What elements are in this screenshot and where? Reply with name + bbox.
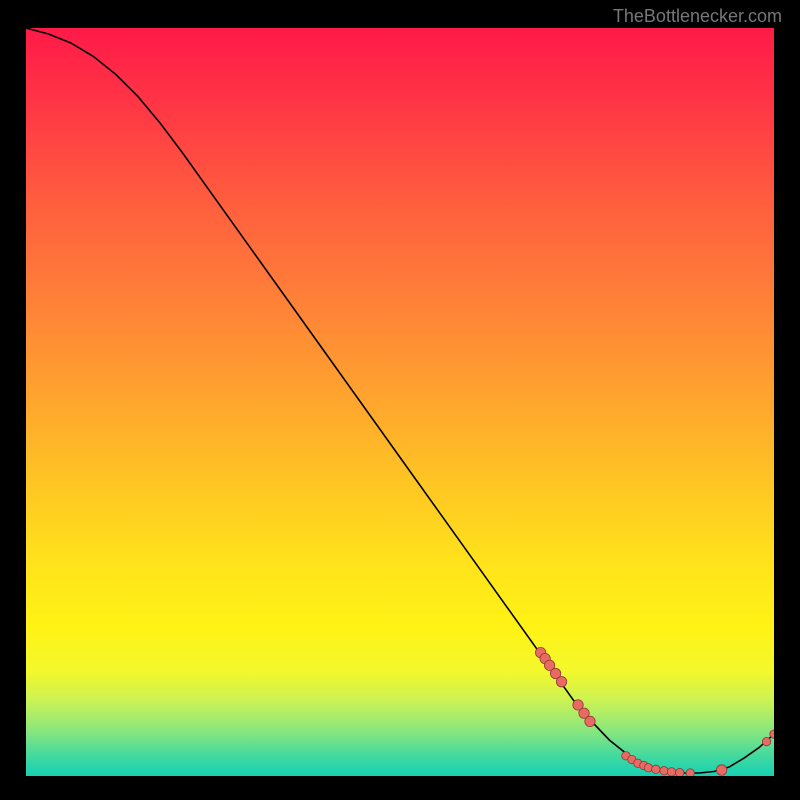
plot-area: [26, 28, 774, 776]
data-marker: [667, 768, 675, 776]
data-marker: [585, 716, 595, 726]
data-markers: [535, 647, 774, 776]
data-marker: [762, 737, 770, 745]
data-marker: [644, 764, 652, 772]
bottleneck-curve: [26, 28, 774, 773]
stage: TheBottlenecker.com: [0, 0, 800, 800]
data-marker: [556, 677, 566, 687]
data-marker: [686, 769, 694, 776]
data-marker: [660, 767, 668, 775]
data-marker: [716, 765, 726, 775]
watermark-label: TheBottlenecker.com: [613, 6, 782, 27]
data-marker: [676, 768, 684, 776]
chart-overlay: [26, 28, 774, 776]
data-marker: [652, 765, 660, 773]
